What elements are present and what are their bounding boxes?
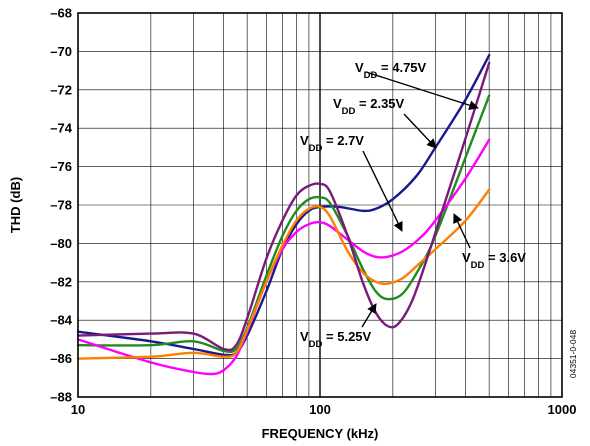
y-tick-label: –68	[50, 6, 72, 21]
y-tick-label: –74	[50, 121, 72, 136]
annotation-arrow	[361, 303, 377, 328]
annotation-arrow	[403, 113, 437, 149]
annotation-arrow	[365, 71, 479, 110]
plot-frame	[77, 12, 563, 398]
curves	[76, 54, 491, 376]
x-axis-label: FREQUENCY (kHz)	[262, 426, 379, 441]
x-tick-labels: 10 100 1000	[71, 402, 577, 417]
series-line-1	[76, 54, 491, 357]
grid	[78, 13, 562, 397]
x-tick-label: 10	[71, 402, 85, 417]
y-tick-label: –80	[50, 236, 72, 251]
y-tick-label: –76	[50, 159, 72, 174]
y-tick-label: –70	[50, 44, 72, 59]
y-tick-label: –82	[50, 274, 72, 289]
y-tick-label: –78	[50, 198, 72, 213]
x-tick-label: 1000	[548, 402, 577, 417]
annotation-arrow	[362, 150, 403, 232]
y-axis-label: THD (dB)	[8, 177, 23, 233]
y-tick-label: –88	[50, 390, 72, 405]
x-tick-label: 100	[309, 402, 331, 417]
y-tick-label: –72	[50, 82, 72, 97]
series-line-3	[76, 138, 491, 376]
series-line-2	[76, 94, 491, 354]
series-line-4	[76, 188, 491, 360]
y-tick-label: –84	[50, 313, 72, 328]
series-line-5	[76, 61, 491, 352]
y-tick-label: –86	[50, 351, 72, 366]
figure-id: 04351-0-048	[568, 330, 578, 378]
y-tick-labels: –68 –70 –72 –74 –76 –78 –80 –82 –84 –86 –88	[50, 6, 72, 405]
annotation-arrow	[453, 213, 471, 249]
